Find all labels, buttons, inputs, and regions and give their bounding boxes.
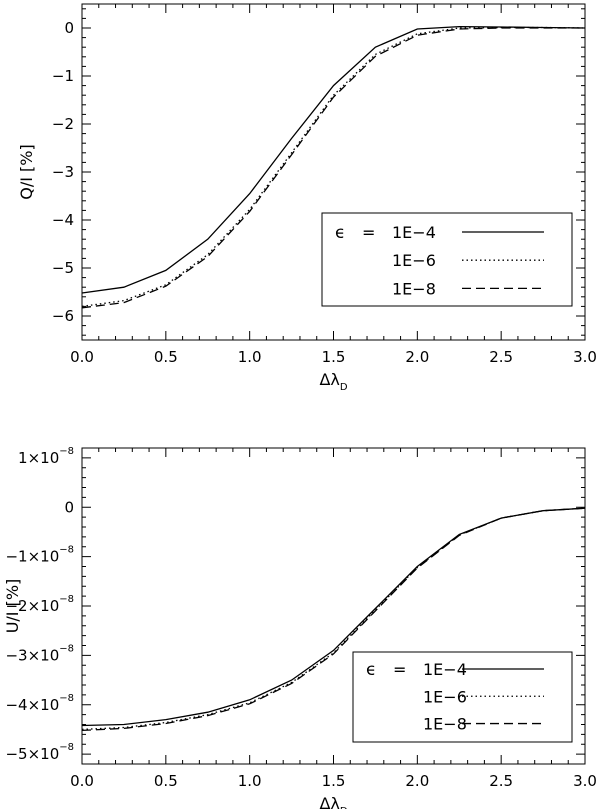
y-tick-label: −1	[52, 67, 74, 85]
x-tick-label: 2.5	[489, 772, 513, 790]
x-tick-label: 2.5	[489, 348, 513, 366]
y-axis-label: Q/I [%]	[17, 144, 36, 199]
series-line-dotted	[81, 26, 586, 308]
y-tick-label: 1×10−8	[18, 446, 74, 467]
x-tick-label: 1.0	[238, 348, 262, 366]
legend-box	[352, 651, 573, 743]
legend-label: 1E−8	[392, 279, 436, 298]
x-tick-label: 0.0	[70, 348, 94, 366]
y-axis-label: U/I [%]	[3, 579, 22, 634]
y-tick-label: −6	[52, 307, 74, 325]
legend-equals-sign: =	[362, 223, 375, 242]
y-tick-label: −4×10−8	[5, 693, 74, 714]
x-tick-label: 0.5	[154, 772, 178, 790]
y-tick-label: 0	[64, 19, 74, 37]
y-tick-label: −4	[52, 211, 74, 229]
x-axis-label: ΔλD	[319, 794, 347, 809]
series-line-dotted	[81, 507, 586, 731]
x-tick-label: 0.0	[70, 772, 94, 790]
y-tick-label: −3×10−8	[5, 643, 74, 664]
y-tick-label: −1×10−8	[5, 545, 74, 566]
legend-label: 1E−6	[423, 687, 467, 706]
y-tick-label: −5	[52, 259, 74, 277]
q-over-i-panel: 0.0 0.5 1.0 1.5 2.0 2.5 3.0 0 −1 −2 −3 −4 −5 −6 ΔλD Q/I…	[17, 3, 597, 393]
x-tick-label: 2.0	[405, 772, 429, 790]
x-tick-label: 1.5	[322, 772, 346, 790]
x-tick-label: 1.0	[238, 772, 262, 790]
legend-label: 1E−8	[423, 715, 467, 734]
y-tick-label: −5×10−8	[5, 742, 74, 763]
legend-label: 1E−4	[423, 660, 467, 679]
legend-equals-sign: =	[393, 660, 406, 679]
y-tick-label: −3	[52, 163, 74, 181]
y-tick-label: 0	[64, 498, 74, 516]
x-tick-label: 3.0	[573, 348, 597, 366]
y-tick-label: −2	[52, 115, 74, 133]
legend-box	[321, 212, 573, 307]
series-line-dashed	[81, 27, 585, 309]
x-axis-label: ΔλD	[319, 370, 347, 393]
legend-epsilon-symbol: ϵ	[366, 660, 376, 680]
u-over-i-panel: 0.0 0.5 1.0 1.5 2.0 2.5 3.0 1×10−8 0 −1×10−8 −2×10…	[3, 446, 597, 809]
y-tick-label: −2×10−8	[5, 594, 74, 615]
legend-label: 1E−6	[392, 251, 436, 270]
series-line-dashed	[81, 507, 586, 732]
x-tick-label: 2.0	[405, 348, 429, 366]
legend-epsilon-symbol: ϵ	[335, 223, 345, 243]
x-tick-label: 3.0	[573, 772, 597, 790]
legend-label: 1E−4	[392, 223, 436, 242]
x-tick-label: 1.5	[322, 348, 346, 366]
x-tick-label: 0.5	[154, 348, 178, 366]
